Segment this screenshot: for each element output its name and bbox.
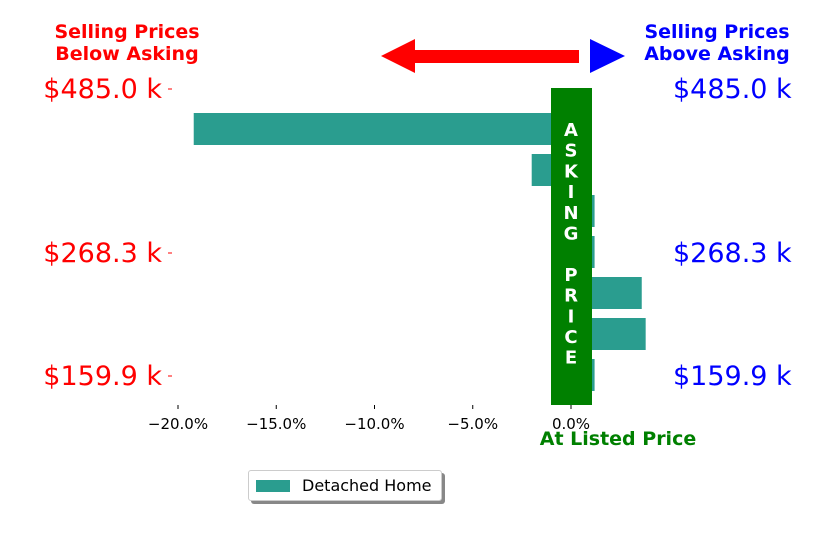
bar-0 — [193, 113, 571, 145]
x-tick-label-3: −5.0% — [447, 415, 498, 433]
x-axis: −20.0% −15.0% −10.0% −5.0% 0.0% — [148, 405, 590, 433]
below-asking-line-1: Selling Prices — [54, 21, 199, 43]
right-price-label-2: $159.9 k — [673, 361, 792, 392]
asking-letter-7: P — [564, 265, 577, 286]
legend-label: Detached Home — [302, 476, 432, 495]
x-tick-label-1: −15.0% — [246, 415, 306, 433]
left-price-label-0: $485.0 k — [43, 74, 162, 105]
at-listed-price-label: At Listed Price — [540, 428, 696, 450]
above-asking-line-1: Selling Prices — [644, 21, 789, 43]
asking-letter-9: I — [568, 306, 575, 327]
legend: Detached Home — [248, 470, 442, 501]
asking-letter-0: A — [564, 120, 578, 141]
asking-letter-5: G — [564, 224, 579, 245]
right-price-label-1: $268.3 k — [673, 238, 792, 269]
asking-letter-1: S — [565, 141, 578, 162]
asking-letter-11: E — [565, 348, 577, 369]
above-asking-line-2: Above Asking — [644, 43, 790, 65]
asking-letter-2: K — [564, 161, 579, 182]
right-price-labels: $485.0 k $268.3 k $159.9 k — [673, 74, 792, 392]
right-price-label-0: $485.0 k — [673, 74, 792, 105]
right-arrow-icon — [590, 39, 625, 73]
asking-letter-8: R — [564, 286, 578, 307]
asking-price-band — [551, 88, 592, 405]
left-price-label-2: $159.9 k — [43, 361, 162, 392]
asking-letter-4: N — [563, 203, 578, 224]
legend-swatch — [256, 479, 290, 492]
x-tick-label-4: 0.0% — [552, 415, 590, 433]
left-price-labels: $485.0 k $268.3 k $159.9 k — [43, 74, 172, 392]
x-tick-label-0: −20.0% — [148, 415, 208, 433]
asking-letter-10: C — [564, 327, 577, 348]
below-asking-line-2: Below Asking — [55, 43, 198, 65]
left-arrow-icon — [381, 39, 579, 73]
x-tick-label-2: −10.0% — [344, 415, 404, 433]
left-price-label-1: $268.3 k — [43, 238, 162, 269]
asking-letter-3: I — [568, 182, 575, 203]
